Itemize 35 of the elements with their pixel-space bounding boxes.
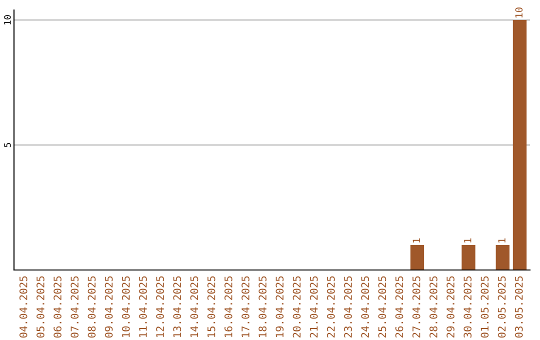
x-tick-label: 14.04.2025 — [190, 276, 198, 338]
data-label: 10 — [515, 8, 523, 18]
x-tick-label: 12.04.2025 — [156, 276, 164, 338]
x-tick-label: 15.04.2025 — [207, 276, 216, 338]
x-tick-label: 30.04.2025 — [464, 276, 472, 338]
x-tick-label: 20.04.2025 — [292, 276, 301, 338]
x-tick-label: 21.04.2025 — [310, 276, 318, 338]
data-label: 1 — [464, 238, 472, 242]
x-tick-label: 18.04.2025 — [258, 276, 267, 338]
y-tick-label: 5 — [4, 143, 11, 148]
x-tick-label: 25.04.2025 — [378, 276, 386, 338]
x-tick-label: 24.04.2025 — [361, 276, 370, 338]
data-label: 1 — [498, 238, 506, 242]
x-tick-label: 17.04.2025 — [242, 276, 250, 338]
x-tick-label: 03.05.2025 — [514, 276, 523, 338]
x-tick-label: 29.04.2025 — [446, 276, 454, 338]
x-tick-label: 22.04.2025 — [326, 276, 335, 338]
x-tick-label: 26.04.2025 — [395, 276, 404, 338]
x-tick-label: 11.04.2025 — [139, 276, 147, 338]
x-tick-label: 09.04.2025 — [104, 276, 113, 338]
x-tick-label: 04.04.2025 — [19, 276, 28, 338]
x-tick-label: 06.04.2025 — [54, 276, 62, 338]
x-tick-label: 10.04.2025 — [122, 276, 130, 338]
x-tick-label: 28.04.2025 — [429, 276, 438, 338]
x-tick-label: 13.04.2025 — [173, 276, 182, 338]
x-tick-label: 19.04.2025 — [276, 276, 284, 338]
x-tick-label: 23.04.2025 — [344, 276, 352, 338]
x-tick-label: 02.05.2025 — [498, 276, 506, 338]
data-label: 1 — [412, 238, 420, 242]
x-tick-label: 08.04.2025 — [88, 276, 96, 338]
x-tick-label: 01.05.2025 — [480, 276, 489, 338]
x-tick-label: 07.04.2025 — [70, 276, 79, 338]
x-tick-label: 27.04.2025 — [412, 276, 420, 338]
x-tick-label: 05.04.2025 — [36, 276, 44, 338]
x-tick-label: 16.04.2025 — [224, 276, 232, 338]
